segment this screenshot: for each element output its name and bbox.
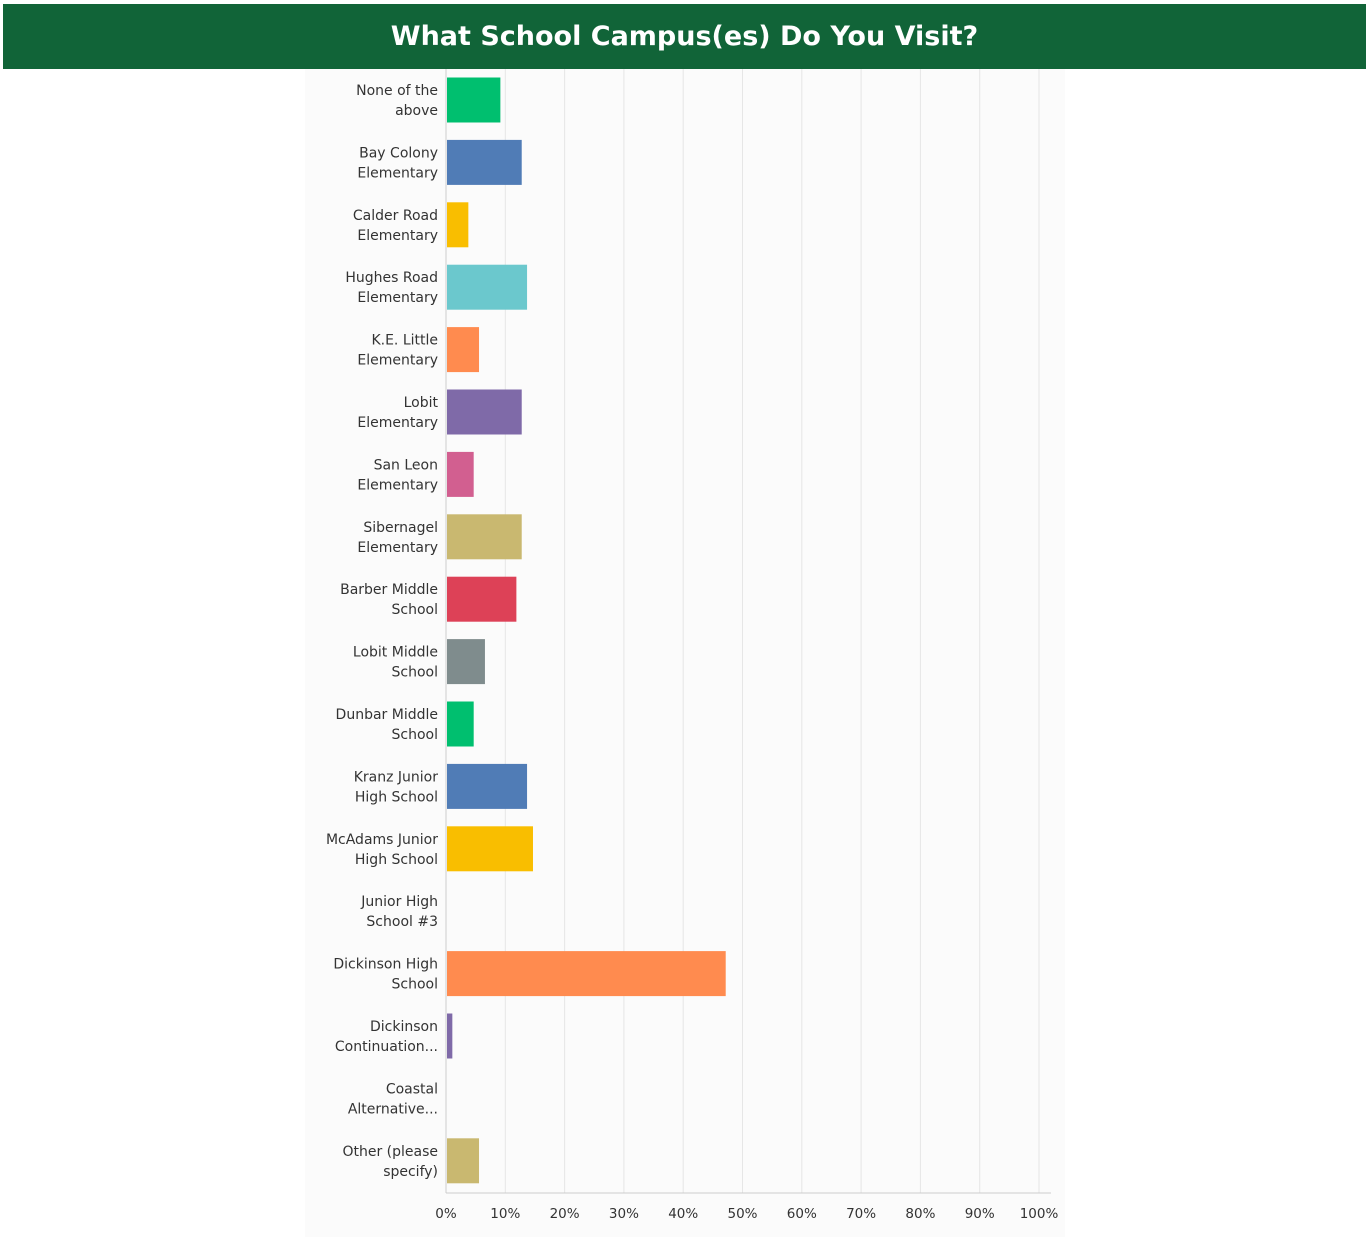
bar-3: [447, 264, 528, 310]
category-label-2: Calder Road Elementary: [353, 208, 438, 244]
x-tick-label-90: 90%: [965, 1206, 995, 1222]
bar-1: [447, 139, 522, 185]
x-tick-label-50: 50%: [727, 1206, 757, 1222]
bar-11: [447, 763, 528, 809]
category-label-8: Barber Middle School: [340, 582, 438, 618]
bar-chart: None of the above Bay Colony Elementary Cald…: [326, 69, 1058, 1222]
x-tick-label-60: 60%: [787, 1206, 817, 1222]
x-tick-label-0: 0%: [435, 1206, 457, 1222]
bar-4: [447, 327, 480, 373]
bar-10: [447, 701, 474, 747]
category-label-10: Dunbar Middle School: [336, 707, 438, 743]
chart-panel: None of the above Bay Colony Elementary Cald…: [305, 69, 1065, 1237]
bar-9: [447, 639, 485, 685]
category-label-0: None of the above: [356, 83, 438, 119]
bar-14: [447, 951, 726, 997]
x-tick-label-70: 70%: [846, 1206, 876, 1222]
bar-8: [447, 576, 517, 622]
x-tick-label-30: 30%: [609, 1206, 639, 1222]
x-tick-label-100: 100%: [1020, 1206, 1059, 1222]
category-label-12: McAdams Junior High School: [326, 832, 438, 868]
x-tick-label-40: 40%: [668, 1206, 698, 1222]
x-tick-labels: 0% 10% 20% 30% 40% 50% 60% 70% 80% 90% 100%: [435, 1206, 1058, 1222]
x-tick-label-20: 20%: [550, 1206, 580, 1222]
category-label-14: Dickinson High School: [333, 957, 438, 993]
category-label-3: Hughes Road Elementary: [345, 270, 438, 306]
bar-7: [447, 514, 522, 560]
bar-17: [447, 1138, 480, 1184]
category-labels: None of the above Bay Colony Elementary Cald…: [326, 83, 439, 1180]
category-label-7: Sibernagel Elementary: [357, 520, 438, 556]
category-label-17: Other (please specify): [342, 1144, 438, 1180]
title-bar: What School Campus(es) Do You Visit?: [3, 4, 1366, 69]
category-label-11: Kranz Junior High School: [354, 769, 439, 805]
bars: [447, 77, 726, 1184]
bar-15: [447, 1013, 453, 1059]
category-label-16: Coastal Alternative...: [348, 1081, 438, 1117]
bar-12: [447, 826, 533, 872]
bar-6: [447, 451, 474, 497]
chart-title: What School Campus(es) Do You Visit?: [390, 21, 979, 52]
category-label-13: Junior High School #3: [360, 894, 438, 930]
x-tick-label-10: 10%: [490, 1206, 520, 1222]
bar-5: [447, 389, 522, 435]
category-label-9: Lobit Middle School: [353, 645, 438, 681]
x-tick-label-80: 80%: [905, 1206, 935, 1222]
category-label-15: Dickinson Continuation...: [335, 1019, 438, 1055]
bar-0: [447, 77, 501, 123]
bar-2: [447, 202, 469, 248]
category-label-5: Lobit Elementary: [357, 395, 438, 431]
category-label-4: K.E. Little Elementary: [357, 333, 438, 369]
category-label-1: Bay Colony Elementary: [357, 145, 438, 181]
category-label-6: San Leon Elementary: [357, 457, 438, 493]
gridlines: [504, 69, 1040, 1193]
